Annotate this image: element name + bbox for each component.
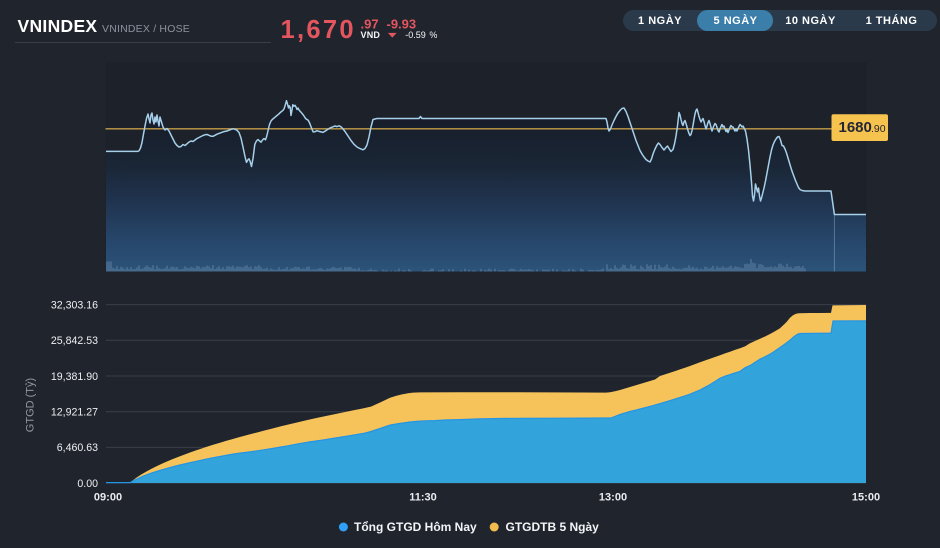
svg-text:GTGDTB 5 Ngày: GTGDTB 5 Ngày: [506, 520, 600, 534]
svg-text:.90: .90: [871, 123, 886, 135]
svg-text:VNINDEX: VNINDEX: [18, 16, 98, 36]
svg-text:1680: 1680: [839, 119, 872, 136]
svg-text:VNINDEX / HOSE: VNINDEX / HOSE: [102, 23, 190, 35]
svg-text:6,460.63: 6,460.63: [57, 442, 98, 454]
svg-text:32,303.16: 32,303.16: [51, 299, 98, 311]
svg-text:1,670: 1,670: [281, 16, 356, 44]
svg-text:25,842.53: 25,842.53: [51, 335, 98, 347]
svg-text:15:00: 15:00: [852, 492, 880, 504]
svg-text:Tổng GTGD Hôm Nay: Tổng GTGD Hôm Nay: [354, 520, 477, 534]
svg-text:12,921.27: 12,921.27: [51, 407, 98, 419]
svg-text:-0.59 %: -0.59 %: [405, 30, 437, 40]
svg-text:VND: VND: [361, 30, 381, 40]
svg-text:11:30: 11:30: [409, 492, 437, 504]
svg-text:09:00: 09:00: [94, 492, 122, 504]
svg-text:0.00: 0.00: [77, 478, 98, 490]
svg-text:.97: .97: [361, 16, 379, 31]
svg-text:GTGD (Tỷ): GTGD (Tỷ): [25, 378, 37, 432]
svg-text:13:00: 13:00: [599, 492, 627, 504]
svg-text:-9.93: -9.93: [387, 16, 417, 31]
svg-text:19,381.90: 19,381.90: [51, 371, 98, 383]
